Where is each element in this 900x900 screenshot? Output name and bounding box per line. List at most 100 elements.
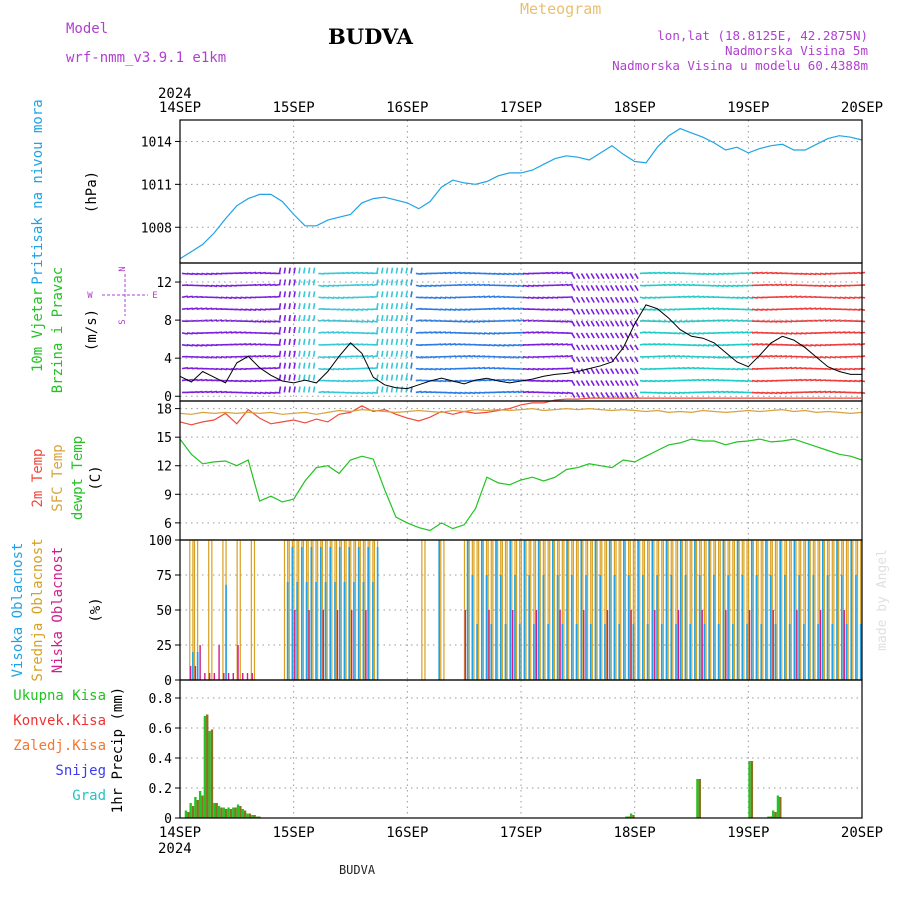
low-cloud-bar — [322, 610, 324, 680]
high-cloud-bar — [533, 624, 535, 680]
high-cloud-bar — [319, 547, 322, 680]
low-cloud-bar — [819, 610, 822, 680]
wind-arrow — [405, 291, 408, 298]
wind-arrow — [575, 284, 581, 291]
wind-arrow — [600, 296, 605, 303]
wind-arrow — [722, 390, 729, 394]
wind-arrow — [614, 356, 620, 363]
wind-arrow — [580, 368, 586, 375]
wind-arrow — [293, 338, 296, 345]
wind-arrow — [498, 307, 505, 310]
wind-arrow — [385, 386, 389, 393]
high-cloud-bar — [656, 575, 658, 680]
precip-bar — [625, 816, 628, 818]
wind-arrow — [298, 303, 301, 310]
y-tick-label: 0.2 — [149, 782, 172, 797]
high-cloud-bar — [798, 575, 800, 680]
wind-arrow — [312, 338, 316, 345]
wind-arrow — [288, 338, 291, 345]
wind-arrow — [312, 362, 316, 369]
wind-arrow — [659, 271, 666, 275]
wind-arrow — [600, 273, 605, 280]
y-tick-label: 6 — [164, 517, 172, 532]
high-cloud-bar — [722, 540, 725, 680]
wind-arrow — [649, 379, 656, 383]
high-cloud-bar — [480, 540, 483, 680]
high-cloud-bar — [528, 575, 530, 680]
wind-arrow — [307, 326, 311, 334]
watermark: made by Angel — [875, 549, 890, 651]
wind-arrow — [605, 368, 610, 375]
wind-arrow — [503, 272, 510, 276]
wind-arrow — [498, 344, 505, 347]
wind-arrow — [385, 326, 389, 334]
precip-bar — [750, 761, 754, 818]
wind-arrow — [312, 386, 316, 393]
time-label-top: 19SEP — [727, 100, 769, 116]
precip-bar — [248, 813, 252, 818]
wind-arrow — [371, 320, 379, 323]
chart-title: BUDVA — [328, 24, 414, 49]
high-cloud-bar — [362, 582, 365, 680]
wind-arrow — [614, 368, 620, 375]
wind-arrow — [600, 392, 605, 398]
wind-arrow — [449, 308, 456, 311]
wind-arrow — [575, 380, 581, 387]
wind-arrow — [537, 331, 544, 334]
wind-arrow — [595, 284, 600, 292]
wind-arrow — [293, 267, 296, 274]
wind-arrow — [298, 338, 301, 345]
wind-arrow — [537, 296, 544, 300]
wind-arrow — [318, 284, 325, 288]
wind-arrow — [469, 320, 476, 323]
wind-arrow — [298, 386, 301, 393]
wind-arrow — [737, 331, 744, 334]
wind-arrow — [298, 350, 301, 357]
wind-arrow — [532, 296, 539, 300]
low-cloud-bar — [336, 610, 339, 680]
wind-arrow — [571, 296, 576, 303]
temp-2m-line — [179, 397, 862, 426]
wind-arrow — [376, 362, 379, 369]
wind-arrow — [619, 308, 625, 315]
wind-arrow — [605, 356, 610, 363]
wind-arrow — [571, 273, 576, 280]
high-cloud-bar — [708, 540, 710, 680]
wind-arrows — [181, 267, 866, 399]
wind-arrow — [307, 267, 311, 274]
wind-arrow — [624, 284, 629, 291]
wind-arrow — [395, 303, 399, 310]
wind-arrow — [742, 296, 749, 300]
wind-arrow — [698, 378, 705, 382]
high-cloud-bar — [774, 624, 777, 680]
wind-arrow — [410, 303, 413, 310]
wind-arrow — [824, 284, 832, 288]
wind-arrow — [605, 332, 610, 339]
high-cloud-bar — [353, 582, 355, 680]
time-label-bottom: 19SEP — [727, 825, 769, 841]
wind-arrow — [264, 354, 271, 358]
wind-arrow — [585, 344, 590, 351]
wind-arrow — [181, 332, 189, 335]
wind-arrow — [278, 291, 282, 298]
wind-arrow — [479, 332, 486, 335]
wind-arrow — [371, 332, 379, 335]
wind-arrow — [829, 284, 836, 288]
wind-arrow — [312, 303, 316, 310]
wind-arrow — [566, 271, 573, 275]
precip-bar — [629, 813, 633, 818]
high-cloud-bar — [755, 575, 758, 680]
wind-arrow — [283, 326, 287, 334]
y-tick-label: 18 — [156, 403, 172, 418]
wind-arrow — [585, 296, 590, 303]
wind-arrow — [571, 380, 576, 387]
wind-arrow — [201, 272, 208, 276]
high-cloud-bar — [570, 575, 573, 680]
high-cloud-bar — [784, 575, 786, 680]
wind-arrow — [585, 284, 590, 291]
wind-arrow — [619, 344, 625, 351]
wind-arrow — [250, 271, 257, 275]
high-cloud-bar — [495, 540, 497, 680]
wind-arrow — [302, 338, 306, 345]
wind-arrow — [488, 295, 495, 299]
